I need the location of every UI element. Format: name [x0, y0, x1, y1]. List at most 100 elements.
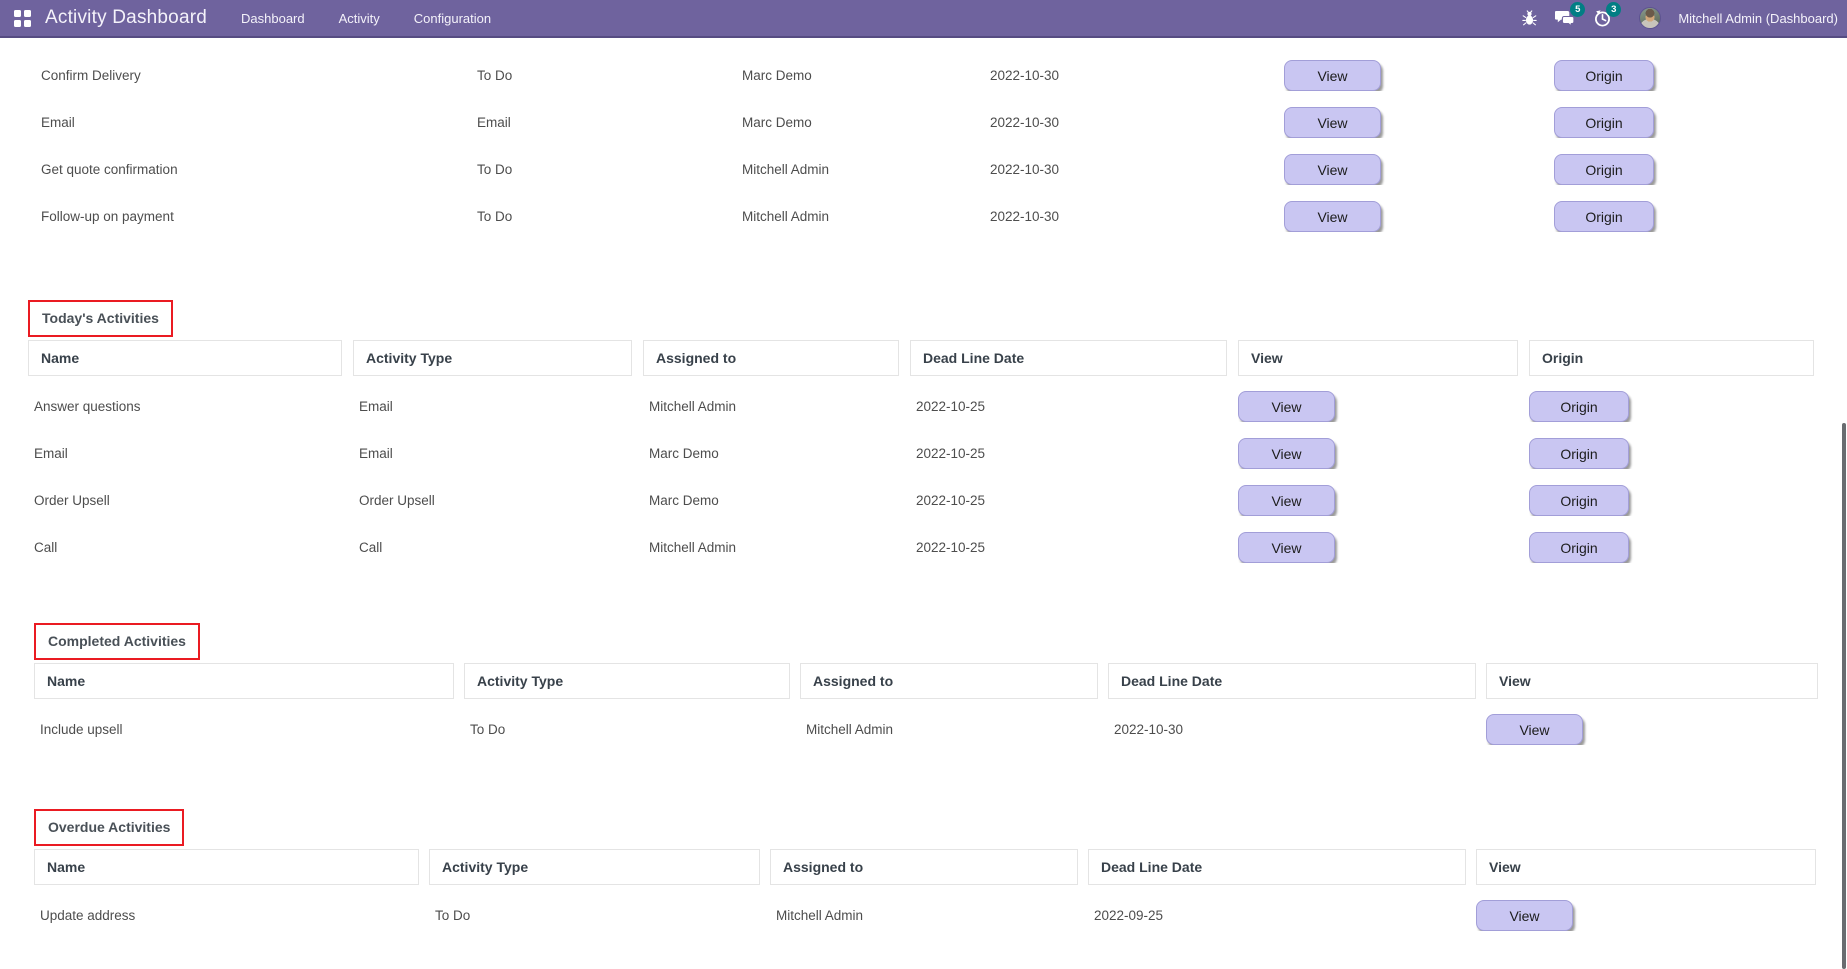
header-name: Name [34, 663, 454, 699]
cell-origin: Origin [1529, 391, 1814, 422]
cell-origin: Origin [1554, 107, 1824, 138]
cell-name: Email [34, 446, 68, 461]
cell-deadline: 2022-10-25 [916, 446, 986, 461]
activity-row: Confirm Delivery To Do Marc Demo 2022-10… [35, 52, 1824, 99]
view-button[interactable]: View [1476, 900, 1573, 931]
table-header-row: Name Activity Type Assigned to Dead Line… [34, 849, 1816, 885]
cell-deadline: 2022-10-30 [990, 68, 1060, 83]
menu-item-activity[interactable]: Activity [338, 10, 380, 26]
view-button[interactable]: View [1284, 201, 1381, 232]
apps-grid-square [24, 9, 31, 17]
cell-deadline: 2022-09-25 [1094, 908, 1164, 923]
cell-name: Update address [40, 908, 136, 923]
cell-activity-type: To Do [477, 209, 513, 224]
view-button[interactable]: View [1238, 532, 1335, 563]
view-button[interactable]: View [1238, 485, 1335, 516]
view-button[interactable]: View [1238, 438, 1335, 469]
table-header-row: Name Activity Type Assigned to Dead Line… [28, 340, 1814, 376]
view-button[interactable]: View [1486, 714, 1583, 745]
cell-view: View [1476, 900, 1816, 931]
cell-origin: Origin [1554, 201, 1824, 232]
main-menu: Dashboard Activity Configuration [241, 11, 491, 26]
cell-assigned-to: Marc Demo [742, 68, 812, 83]
cell-assigned-to: Marc Demo [649, 446, 719, 461]
messages-badge: 5 [1570, 2, 1586, 17]
activity-row: Order Upsell Order Upsell Marc Demo 2022… [28, 477, 1814, 524]
activity-row: Get quote confirmation To Do Mitchell Ad… [35, 146, 1824, 193]
todays-activities-section: Today's Activities Name Activity Type As… [28, 300, 1814, 571]
cell-deadline: 2022-10-25 [916, 399, 986, 414]
origin-button[interactable]: Origin [1554, 154, 1654, 185]
table-body: Update address To Do Mitchell Admin 2022… [34, 892, 1816, 939]
cell-deadline: 2022-10-25 [916, 493, 986, 508]
header-origin: Origin [1529, 340, 1814, 376]
cell-assigned-to: Marc Demo [649, 493, 719, 508]
cell-view: View [1284, 154, 1554, 185]
cell-activity-type: Call [359, 540, 383, 555]
header-assigned-to: Assigned to [800, 663, 1098, 699]
activity-row: Call Call Mitchell Admin 2022-10-25 View… [28, 524, 1814, 571]
bug-icon[interactable] [1521, 9, 1538, 27]
origin-button[interactable]: Origin [1529, 438, 1629, 469]
header-deadline: Dead Line Date [1088, 849, 1466, 885]
view-button[interactable]: View [1284, 60, 1381, 91]
completed-activities-section: Completed Activities Name Activity Type … [34, 623, 1818, 753]
cell-deadline: 2022-10-30 [1114, 722, 1184, 737]
cell-activity-type: To Do [477, 162, 513, 177]
activity-row: Email Email Marc Demo 2022-10-25 View Or… [28, 430, 1814, 477]
section-heading-overdue-activities: Overdue Activities [34, 809, 185, 846]
cell-origin: Origin [1554, 154, 1824, 185]
cell-origin: Origin [1554, 60, 1824, 91]
cell-deadline: 2022-10-30 [990, 162, 1060, 177]
app-title: Activity Dashboard [45, 7, 208, 28]
table-body: Include upsell To Do Mitchell Admin 2022… [34, 706, 1818, 753]
chat-bubbles-icon[interactable]: 5 [1555, 2, 1586, 27]
activity-row: Answer questions Email Mitchell Admin 20… [28, 383, 1814, 430]
top-navbar: Activity Dashboard Dashboard Activity Co… [0, 0, 1847, 38]
activity-row: Email Email Marc Demo 2022-10-30 View Or… [35, 99, 1824, 146]
header-name: Name [34, 849, 419, 885]
origin-button[interactable]: Origin [1529, 391, 1629, 422]
origin-button[interactable]: Origin [1554, 107, 1654, 138]
cell-name: Follow-up on payment [41, 209, 174, 224]
activity-clock-icon[interactable]: 3 [1593, 1, 1622, 28]
menu-item-configuration[interactable]: Configuration [413, 10, 492, 26]
view-button[interactable]: View [1238, 391, 1335, 422]
overdue-activities-section: Overdue Activities Name Activity Type As… [34, 809, 1816, 939]
menu-item-dashboard[interactable]: Dashboard [241, 10, 305, 26]
origin-button[interactable]: Origin [1554, 201, 1654, 232]
origin-button[interactable]: Origin [1554, 60, 1654, 91]
cell-origin: Origin [1529, 485, 1814, 516]
cell-origin: Origin [1529, 438, 1814, 469]
user-avatar[interactable] [1639, 7, 1662, 29]
apps-grid-icon[interactable] [14, 9, 31, 27]
navbar-right: 5 3 Mitchell Admin (Dashboard) [1521, 1, 1838, 29]
header-view: View [1476, 849, 1816, 885]
cell-activity-type: Email [477, 115, 511, 130]
cell-deadline: 2022-10-25 [916, 540, 986, 555]
cell-name: Email [41, 115, 75, 130]
cell-view: View [1238, 532, 1518, 563]
header-activity-type: Activity Type [429, 849, 760, 885]
table-header-row: Name Activity Type Assigned to Dead Line… [34, 663, 1818, 699]
header-view: View [1238, 340, 1518, 376]
activities-badge: 3 [1606, 1, 1622, 17]
cell-assigned-to: Mitchell Admin [806, 722, 894, 737]
header-assigned-to: Assigned to [770, 849, 1078, 885]
origin-button[interactable]: Origin [1529, 485, 1629, 516]
origin-button[interactable]: Origin [1529, 532, 1629, 563]
activity-row: Update address To Do Mitchell Admin 2022… [34, 892, 1816, 939]
cell-view: View [1238, 438, 1518, 469]
cell-name: Include upsell [40, 722, 123, 737]
apps-grid-square [14, 9, 21, 17]
vertical-scrollbar-thumb[interactable] [1842, 423, 1846, 969]
user-name[interactable]: Mitchell Admin (Dashboard) [1678, 10, 1838, 26]
table-body: Answer questions Email Mitchell Admin 20… [28, 383, 1814, 571]
view-button[interactable]: View [1284, 154, 1381, 185]
cell-view: View [1284, 60, 1554, 91]
view-button[interactable]: View [1284, 107, 1381, 138]
cell-assigned-to: Mitchell Admin [649, 399, 737, 414]
scrolled-activities-table: Confirm Delivery To Do Marc Demo 2022-10… [35, 52, 1824, 240]
header-view: View [1486, 663, 1818, 699]
cell-view: View [1238, 391, 1518, 422]
